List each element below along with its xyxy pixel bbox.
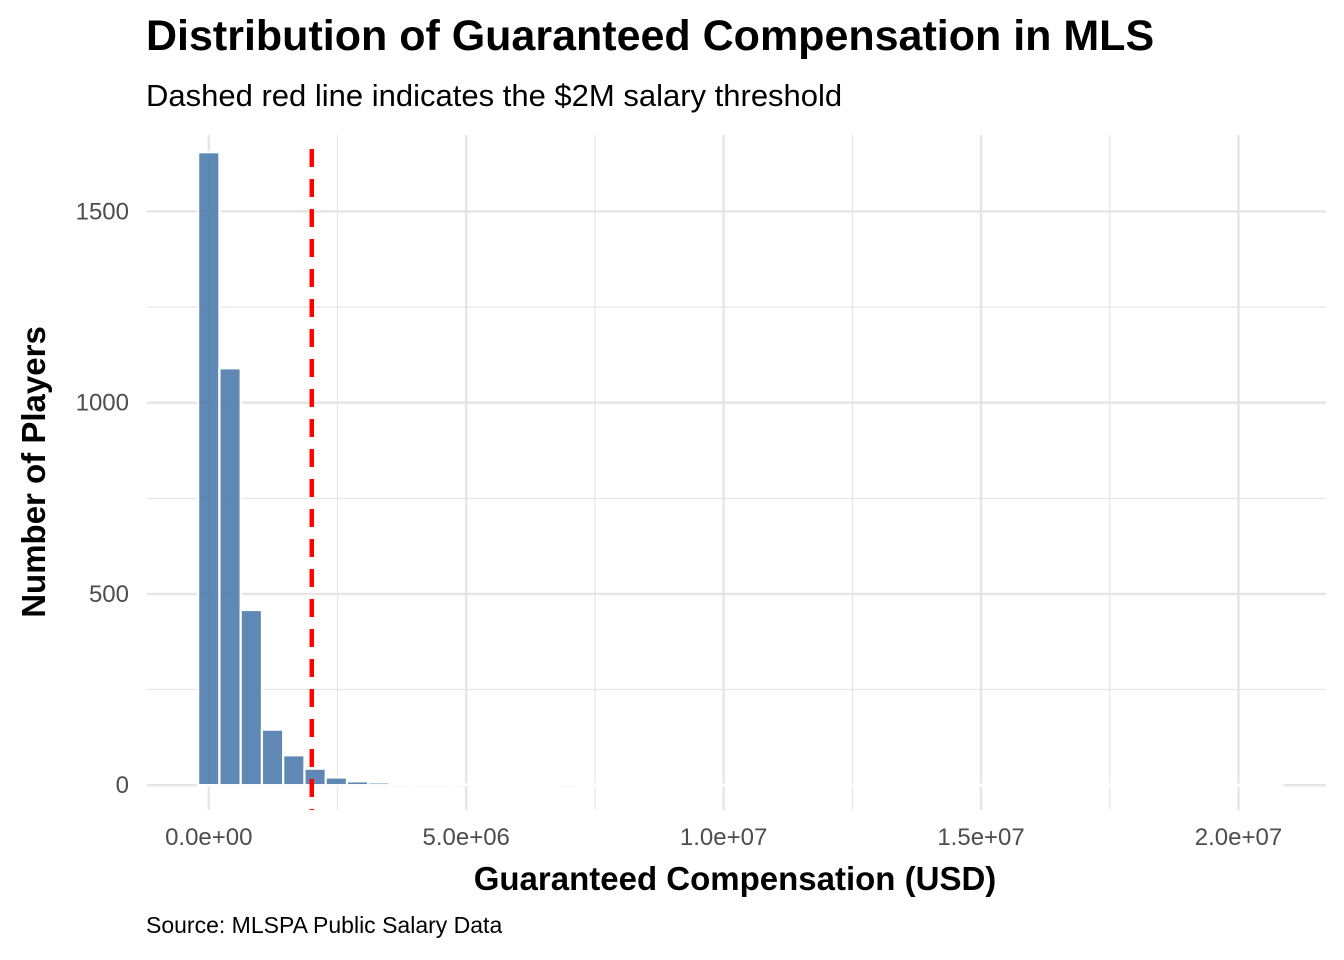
x-tick-label: 5.0e+06 xyxy=(422,824,509,851)
histogram-bar xyxy=(1132,783,1157,787)
x-tick-label: 2.0e+07 xyxy=(1195,824,1282,851)
chart-title: Distribution of Guaranteed Compensation … xyxy=(146,12,1155,60)
y-tick-label: 500 xyxy=(89,581,129,608)
histogram-bar xyxy=(601,783,625,787)
histogram-bar xyxy=(728,783,753,787)
x-tick-label: 1.5e+07 xyxy=(937,824,1024,851)
histogram-bar xyxy=(983,783,1008,787)
histogram-bar xyxy=(1005,783,1029,787)
y-tick-label: 1000 xyxy=(76,390,129,417)
histogram-bar xyxy=(834,783,859,787)
y-axis-ticks: 0 500 1000 1500 xyxy=(76,198,129,799)
histogram-bar xyxy=(1238,783,1263,787)
histogram-bar xyxy=(622,783,646,787)
histogram-bar xyxy=(1068,783,1093,787)
histogram-bar xyxy=(813,783,838,787)
x-axis-title: Guaranteed Compensation (USD) xyxy=(474,860,997,897)
histogram-bar xyxy=(303,767,327,787)
histogram-bar xyxy=(218,367,242,787)
histogram-bar xyxy=(558,783,582,787)
histogram-bar xyxy=(367,781,391,787)
histogram-bar xyxy=(537,783,561,787)
y-tick-label: 0 xyxy=(116,772,129,799)
histogram-bar xyxy=(388,782,412,787)
histogram-bar xyxy=(494,783,519,787)
histogram-bar xyxy=(345,780,370,787)
y-tick-label: 1500 xyxy=(76,198,129,225)
histogram-bar xyxy=(1090,783,1114,787)
histogram-bar xyxy=(962,783,986,787)
histogram-bar xyxy=(324,776,349,787)
histogram-bar xyxy=(1175,783,1199,787)
histogram-bar xyxy=(919,783,944,787)
histogram-bar xyxy=(282,754,306,787)
histogram-bar xyxy=(579,783,604,787)
histogram-bar xyxy=(409,783,434,787)
histogram-bar xyxy=(1153,783,1178,787)
histogram-bar xyxy=(792,783,816,787)
histogram-bar xyxy=(771,783,795,787)
histogram-bar xyxy=(1217,783,1242,787)
histogram-bar xyxy=(197,151,221,787)
histogram-bar xyxy=(749,783,774,787)
histogram-bar xyxy=(452,783,476,787)
chart-subtitle: Dashed red line indicates the $2M salary… xyxy=(146,78,843,113)
grid-lines xyxy=(147,135,1326,810)
histogram-bar xyxy=(1196,783,1220,787)
histogram-bar xyxy=(1026,783,1050,787)
histogram-bar xyxy=(260,728,285,787)
histogram-bar xyxy=(239,608,264,787)
histogram-bar xyxy=(856,783,880,787)
histogram-bar xyxy=(643,783,668,787)
histogram-bar xyxy=(664,783,689,787)
y-axis-title: Number of Players xyxy=(15,326,52,618)
histogram-bar xyxy=(877,783,901,787)
histogram-bar xyxy=(430,782,455,787)
chart-caption: Source: MLSPA Public Salary Data xyxy=(146,912,503,938)
histogram-bar xyxy=(1047,783,1072,787)
histogram-bar xyxy=(515,783,540,787)
x-axis-ticks: 0.0e+00 5.0e+06 1.0e+07 1.5e+07 2.0e+07 xyxy=(165,824,1282,851)
histogram-bar xyxy=(1260,783,1284,787)
histogram-bar xyxy=(707,783,731,787)
histogram-bar xyxy=(686,783,710,787)
histogram-bar xyxy=(473,783,497,787)
x-tick-label: 0.0e+00 xyxy=(165,824,252,851)
histogram-bars xyxy=(197,151,1284,787)
histogram-bar xyxy=(941,783,965,787)
histogram-bar xyxy=(1111,783,1135,787)
histogram-bar xyxy=(898,783,923,787)
x-tick-label: 1.0e+07 xyxy=(680,824,767,851)
